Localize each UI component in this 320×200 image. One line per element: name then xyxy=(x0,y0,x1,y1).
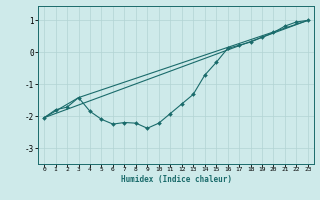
X-axis label: Humidex (Indice chaleur): Humidex (Indice chaleur) xyxy=(121,175,231,184)
